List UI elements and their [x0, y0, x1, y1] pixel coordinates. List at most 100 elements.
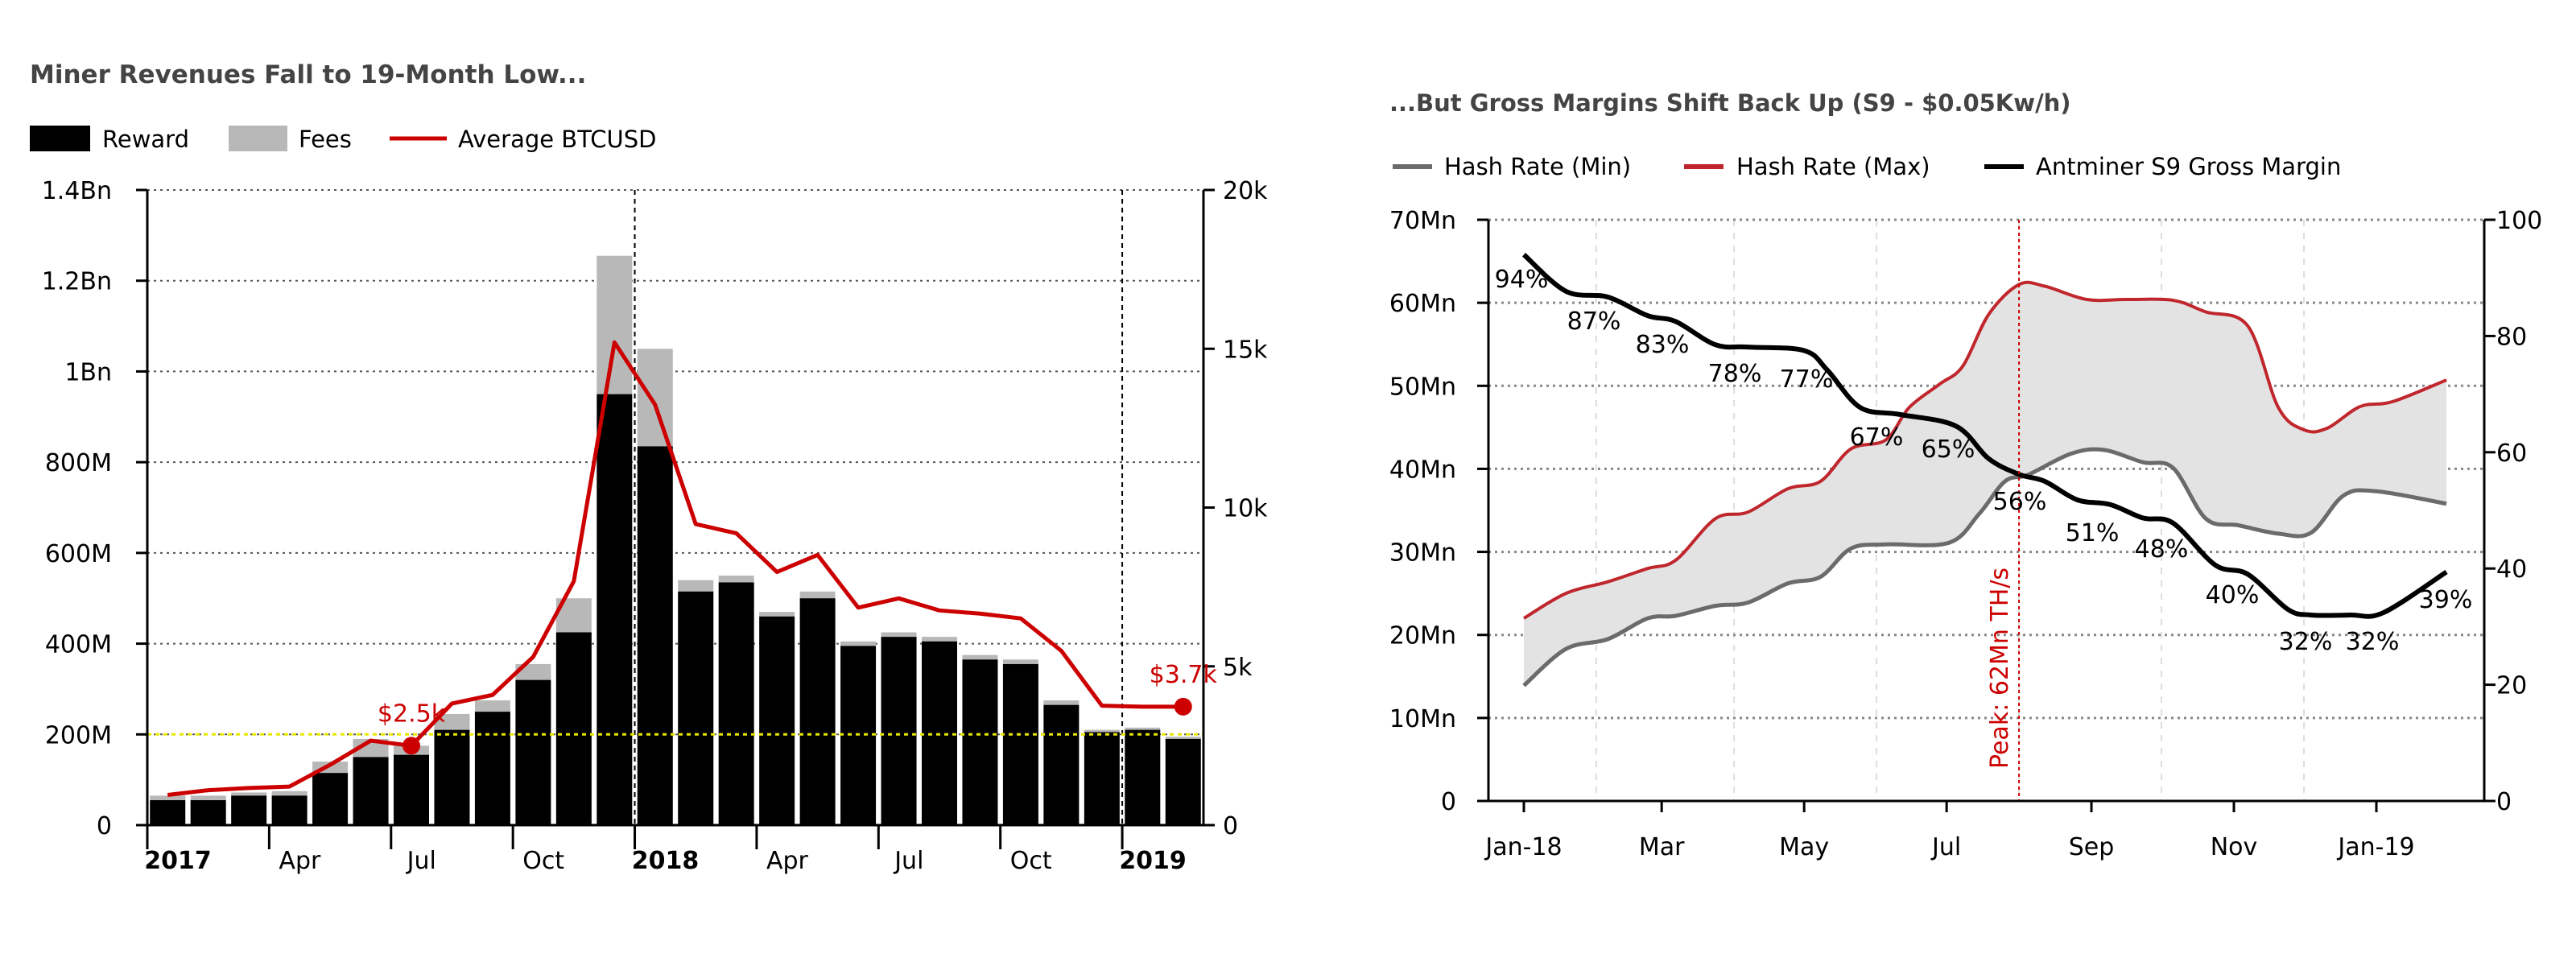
y-right-tick-label: 40: [2496, 555, 2527, 584]
bar-fees-2018-05: [799, 591, 836, 599]
y-left-tick-label: 400M: [45, 631, 112, 659]
bar-fees-2017-09: [474, 700, 510, 712]
btcusd-annotation: $3.7k: [1150, 661, 1218, 689]
y-left-tick-label: 0: [1441, 788, 1456, 816]
y-left-tick-label: 10Mn: [1389, 705, 1456, 733]
bar-reward-2017-09: [474, 712, 510, 825]
x-tick-label: Jul: [1930, 833, 1961, 861]
bar-fees-2018-04: [759, 612, 795, 617]
bar-reward-2018-03: [718, 582, 754, 825]
right-chart: ...But Gross Margins Shift Back Up (S9 -…: [1389, 89, 2542, 861]
legend-label-2: Antminer S9 Gross Margin: [2036, 153, 2341, 180]
bar-fees-2018-07: [881, 632, 917, 638]
chart-title: ...But Gross Margins Shift Back Up (S9 -…: [1389, 89, 2071, 117]
y-right-tick-label: 0: [2496, 788, 2512, 816]
bar-reward-2017-10: [515, 679, 551, 825]
x-tick-label: Mar: [1639, 833, 1685, 861]
legend-label-0: Hash Rate (Min): [1444, 153, 1631, 180]
bar-reward-2017-03: [231, 795, 267, 825]
bar-reward-2017-01: [150, 800, 186, 825]
btcusd-marker: [402, 737, 420, 755]
bar-fees-2017-01: [150, 795, 186, 801]
bar-fees-2017-10: [515, 663, 551, 680]
bar-reward-2019-01: [1125, 729, 1161, 825]
bar-fees-2018-08: [922, 637, 957, 642]
margin-label: 40%: [2206, 581, 2260, 609]
bar-reward-2018-12: [1084, 732, 1120, 825]
bar-reward-2018-11: [1043, 704, 1080, 825]
legend-label-1: Hash Rate (Max): [1736, 153, 1930, 180]
chart-title: Miner Revenues Fall to 19-Month Low...: [30, 60, 586, 89]
margin-label: 51%: [2066, 519, 2120, 547]
gross-margin-line: [1521, 253, 2448, 619]
margin-label: 83%: [1636, 331, 1690, 359]
bar-fees-2017-08: [434, 713, 470, 730]
bar-fees-2018-01: [637, 349, 673, 447]
margin-label: 77%: [1780, 365, 1834, 394]
bar-fees-2019-02: [1165, 737, 1201, 739]
hash-rate-range-fill: [1524, 282, 2447, 686]
y-right-tick-label: 60: [2496, 440, 2527, 468]
y-left-tick-label: 20Mn: [1389, 622, 1456, 650]
bar-reward-2017-12: [597, 394, 633, 825]
bar-reward-2018-04: [759, 616, 795, 825]
bar-reward-2017-07: [394, 754, 429, 825]
btcusd-marker: [1174, 697, 1192, 716]
y-left-tick-label: 1.2Bn: [42, 268, 112, 296]
x-tick-label: May: [1779, 833, 1829, 861]
y-right-tick-label: 0: [1223, 812, 1238, 840]
peak-label: Peak: 62Mn TH/s: [1986, 568, 2014, 769]
bar-fees-2017-02: [190, 795, 226, 801]
bar-fees-2019-01: [1125, 727, 1161, 730]
x-tick-label: Apr: [766, 847, 809, 875]
margin-label: 65%: [1922, 436, 1975, 464]
legend-label-fees: Fees: [299, 126, 352, 153]
y-left-tick-label: 50Mn: [1389, 373, 1456, 401]
bar-reward-2017-08: [434, 729, 470, 825]
bar-reward-2018-09: [962, 659, 998, 825]
x-tick-label: Oct: [522, 847, 564, 875]
margin-label: 87%: [1567, 308, 1621, 336]
margin-label: 56%: [1993, 488, 2047, 516]
y-left-tick-label: 0: [97, 812, 112, 840]
y-left-tick-label: 1Bn: [64, 358, 112, 386]
bar-fees-2018-09: [962, 654, 998, 660]
bar-fees-2018-02: [678, 580, 714, 592]
bar-reward-2017-05: [312, 773, 349, 825]
y-right-tick-label: 80: [2496, 323, 2527, 351]
legend-label-reward: Reward: [102, 126, 189, 153]
bar-fees-2018-10: [1002, 659, 1038, 664]
hash-rate-max-line: [1522, 280, 2447, 620]
margin-label: 48%: [2135, 535, 2189, 564]
y-left-tick-label: 800M: [45, 449, 112, 477]
bar-fees-2017-04: [271, 791, 308, 796]
x-tick-label: Apr: [279, 847, 321, 875]
bar-reward-2018-02: [678, 591, 714, 825]
y-right-tick-label: 5k: [1223, 654, 1253, 682]
bar-reward-2019-02: [1165, 738, 1201, 825]
margin-label: 39%: [2419, 586, 2473, 614]
x-tick-label: Jan-18: [1484, 833, 1562, 861]
x-tick-label: Jan-19: [2336, 833, 2414, 861]
bar-fees-2018-06: [840, 641, 877, 646]
y-right-tick-label: 10k: [1223, 495, 1268, 523]
margin-label: 78%: [1708, 360, 1762, 388]
bar-fees-2017-12: [597, 255, 633, 394]
x-tick-label: 2017: [144, 847, 212, 875]
bar-reward-2018-10: [1002, 663, 1038, 825]
y-left-tick-label: 200M: [45, 721, 112, 749]
margin-label: 32%: [2346, 628, 2400, 656]
bar-fees-2018-11: [1043, 700, 1080, 705]
y-left-tick-label: 1.4Bn: [42, 177, 112, 205]
x-tick-label: Jul: [406, 847, 436, 875]
y-left-tick-label: 30Mn: [1389, 539, 1456, 568]
x-tick-label: 2018: [632, 847, 700, 875]
bar-reward-2017-11: [555, 632, 592, 825]
margin-label: 32%: [2279, 628, 2333, 656]
bar-reward-2018-05: [799, 598, 836, 825]
y-left-tick-label: 60Mn: [1389, 290, 1456, 318]
y-left-tick-label: 70Mn: [1389, 207, 1456, 235]
margin-label: 94%: [1495, 266, 1549, 294]
hash-rate-min-line: [1522, 447, 2447, 687]
